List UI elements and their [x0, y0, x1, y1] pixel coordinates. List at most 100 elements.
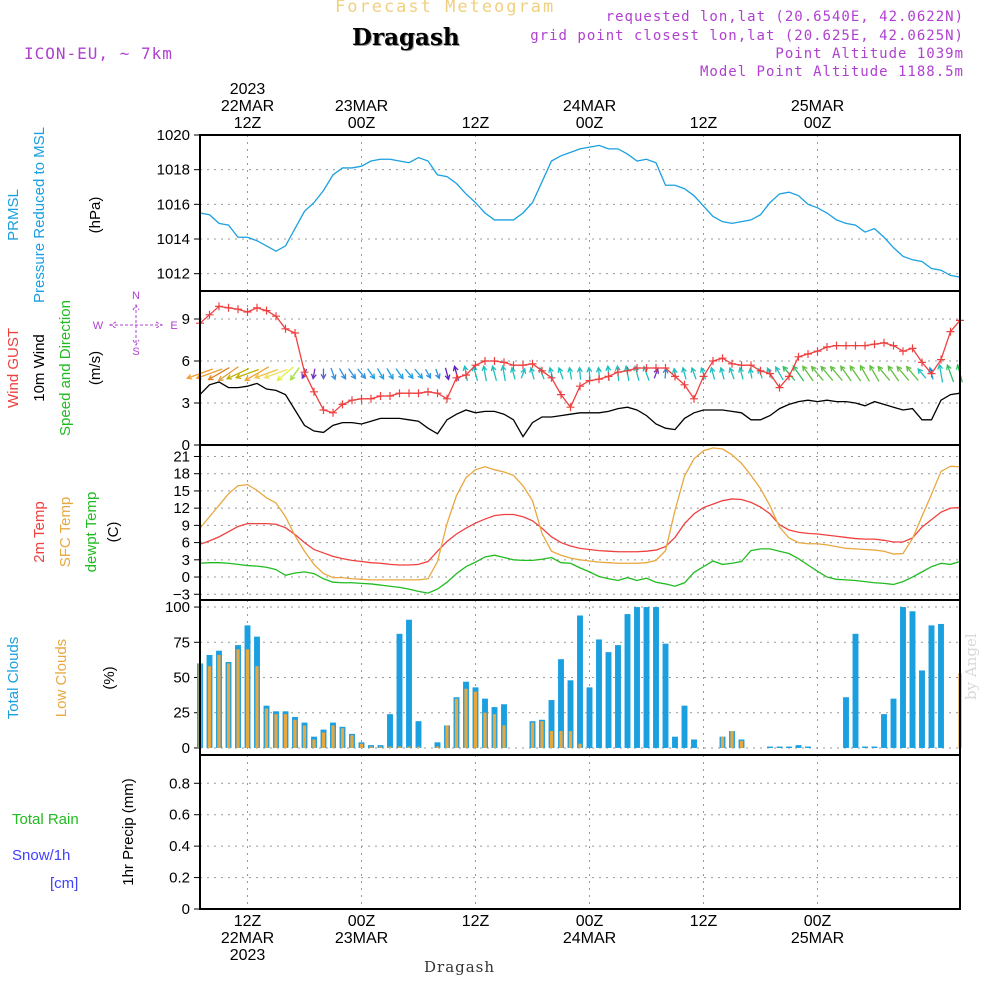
gust-marker	[889, 341, 898, 350]
wind-arrow	[567, 366, 574, 380]
wind-arrow	[330, 367, 337, 381]
panel-label: Speed and Direction	[57, 300, 74, 436]
cloud-bar	[909, 611, 916, 748]
wind-arrow	[444, 367, 451, 381]
gust-marker	[661, 364, 670, 372]
cloud-bar	[388, 746, 392, 748]
wind-arrow	[802, 365, 814, 382]
cloud-bar	[862, 746, 868, 748]
wind-arrow	[869, 364, 880, 382]
gust-marker	[747, 361, 755, 370]
gust-marker	[614, 368, 622, 377]
cloud-bar	[852, 633, 859, 748]
cloud-bar	[691, 739, 697, 748]
cloud-bar	[483, 712, 487, 748]
cloud-bar	[397, 746, 402, 748]
time-label-top: 25MAR	[791, 98, 844, 115]
series-line	[199, 381, 961, 438]
panel-label: PRMSL	[5, 189, 22, 241]
cloud-bar	[377, 745, 384, 748]
wind-arrow	[253, 368, 278, 380]
wind-arrow	[263, 368, 288, 380]
gust-marker	[813, 347, 822, 356]
y-tick-label: 15	[173, 483, 190, 500]
wind-arrow	[576, 366, 583, 380]
cloud-bar	[578, 743, 582, 748]
gust-marker	[481, 357, 489, 365]
wind-arrow	[877, 365, 891, 381]
time-label-top: 12Z	[690, 115, 718, 132]
wind-arrow	[529, 366, 535, 380]
cloud-bar	[843, 697, 849, 748]
compass-e: E	[170, 320, 177, 332]
y-tick-label: 1014	[157, 231, 190, 248]
cloud-bar	[559, 731, 563, 748]
cloud-bar	[464, 688, 468, 748]
gust-marker	[775, 383, 784, 392]
precip-legend-unit: [cm]	[50, 875, 78, 892]
wind-arrow	[424, 368, 432, 380]
cloud-bar	[378, 746, 383, 748]
cloud-bar	[795, 745, 802, 748]
gust-marker	[338, 400, 347, 409]
y-tick-label: 3	[182, 395, 190, 412]
y-tick-label: 25	[173, 705, 190, 722]
cloud-bar	[720, 736, 725, 748]
panel-label: (hPa)	[87, 197, 104, 234]
time-label-top: 00Z	[804, 115, 832, 132]
wind-arrow	[690, 366, 697, 380]
series-line	[199, 144, 961, 278]
gust-marker	[851, 341, 860, 350]
wind-arrow	[510, 366, 516, 380]
gust-marker	[367, 394, 375, 403]
time-label-top: 24MAR	[563, 98, 616, 115]
model-altitude: Model Point Altitude 1188.5m	[699, 64, 964, 80]
panel-wind	[186, 290, 964, 446]
wind-arrow	[849, 365, 862, 382]
model-name: ICON-EU, ~ 7km	[24, 44, 173, 63]
cloud-bar	[615, 645, 621, 748]
cloud-bar	[900, 607, 906, 748]
compass-w: W	[93, 320, 104, 332]
cloud-bar	[890, 698, 897, 748]
wind-arrow	[376, 368, 385, 380]
wind-arrow	[728, 366, 735, 380]
gust-marker	[718, 354, 727, 363]
cloud-bar	[502, 725, 506, 748]
cloud-bar	[548, 700, 555, 748]
cloud-bar	[302, 725, 307, 748]
panel-label: Pressure Reduced to MSL	[31, 127, 48, 303]
y-tick-label: −3	[173, 586, 190, 603]
cloud-bar	[359, 743, 364, 748]
cloud-bar	[558, 659, 564, 748]
y-tick-label: 0	[182, 569, 190, 586]
gust-marker	[699, 372, 708, 381]
gust-marker	[424, 387, 432, 396]
series-line	[199, 305, 961, 414]
cloud-bar	[415, 721, 422, 748]
wind-arrow	[681, 366, 687, 380]
y-tick-label: 9	[182, 311, 190, 328]
wind-arrow	[348, 368, 357, 380]
cloud-bar	[786, 746, 792, 748]
panel-precip	[194, 754, 961, 910]
y-tick-label: 3	[182, 552, 190, 569]
compass-rose	[108, 304, 164, 346]
time-label-bottom: 00Z	[576, 913, 604, 930]
time-label-bottom: 24MAR	[563, 930, 616, 947]
gust-marker	[348, 396, 356, 405]
wind-arrow	[896, 365, 910, 381]
cloud-bar	[662, 643, 669, 748]
gust-marker	[899, 347, 907, 356]
cloud-bar	[274, 714, 278, 748]
compass-n: N	[132, 290, 140, 302]
panel-pressure	[194, 134, 961, 292]
cloud-bar	[624, 614, 631, 748]
panel-label: (m/s)	[87, 351, 104, 385]
time-label-bottom: 25MAR	[791, 930, 844, 947]
wind-arrow	[207, 367, 230, 381]
cloud-bar	[672, 736, 678, 748]
cloud-bar	[586, 687, 593, 748]
y-tick-label: 0.8	[169, 775, 190, 792]
